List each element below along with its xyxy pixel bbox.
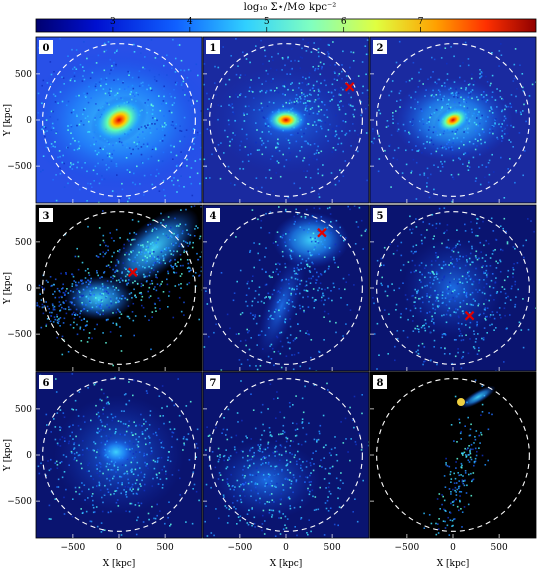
virial-radius-circle [376, 43, 530, 197]
panel-5: 5 [369, 204, 537, 372]
panel-label-box [373, 208, 387, 222]
panel-label: 5 [377, 211, 384, 222]
panel-label: 0 [43, 43, 50, 54]
panel-label-box [39, 208, 53, 222]
y-tick-label: 500 [15, 238, 32, 248]
virial-radius-circle [42, 43, 196, 197]
halo-marker-icon [344, 82, 355, 92]
x-tick-label: 0 [116, 543, 122, 553]
y-tick-label: 0 [26, 284, 32, 294]
y-tick-label: 500 [15, 70, 32, 80]
panel-label: 6 [43, 378, 50, 389]
halo-marker-icon [317, 227, 327, 238]
x-axis-label: X [kpc] [437, 559, 470, 569]
y-tick-label: 0 [26, 451, 32, 461]
y-tick-label: 0 [26, 116, 32, 126]
colorbar-tick-label: 5 [264, 17, 270, 27]
virial-radius-circle [42, 211, 196, 365]
y-tick-label: −500 [7, 330, 32, 340]
virial-radius-circle [209, 211, 363, 365]
virial-radius-circle [209, 43, 363, 197]
x-tick-label: 0 [283, 543, 289, 553]
panel-label-box [206, 208, 220, 222]
virial-radius-circle [209, 378, 363, 532]
x-tick-label: 0 [450, 543, 456, 553]
colorbar-tick-label: 6 [341, 17, 347, 27]
colorbar-ticks: 3 4 5 6 7 [110, 17, 424, 32]
x-tick-label: −500 [228, 543, 253, 553]
panel-label-box [39, 375, 53, 389]
panel-grid: 0 1 2 3 4 5 6 7 8 [35, 36, 537, 539]
panel-6: 6 [35, 371, 203, 539]
panel-label: 8 [377, 378, 384, 389]
panel-label-box [39, 40, 53, 54]
panel-label-box [206, 375, 220, 389]
panel-label-box [373, 375, 387, 389]
colorbar-tick-label: 3 [110, 17, 116, 27]
x-axis-label: X [kpc] [103, 559, 136, 569]
x-tick-label: −500 [61, 543, 86, 553]
panel-label: 4 [210, 211, 217, 222]
panel-2: 2 [369, 36, 537, 204]
x-tick-label: 500 [324, 543, 341, 553]
virial-radius-circle [376, 378, 530, 532]
y-axis-label: Y [kpc] [3, 104, 13, 137]
y-axis-label: Y [kpc] [3, 439, 13, 472]
panel-label: 7 [210, 378, 217, 389]
panel-background [370, 372, 536, 538]
halo-marker-icon [464, 310, 475, 321]
y-tick-label: 500 [15, 405, 32, 415]
y-axis-label: Y [kpc] [3, 272, 13, 305]
colorbar-tick-label: 7 [418, 17, 424, 27]
colorbar-label: log₁₀ Σ⋆/M⊙ kpc⁻² [244, 2, 337, 13]
panel-label-box [373, 40, 387, 54]
panel-1: 1 [202, 36, 370, 204]
panel-8: 8 [369, 371, 537, 539]
x-tick-label: 500 [491, 543, 508, 553]
panel-0: 0 [35, 36, 203, 204]
x-axis-label: X [kpc] [270, 559, 303, 569]
y-tick-label: −500 [7, 162, 32, 172]
panel-label: 2 [377, 43, 384, 54]
panel-label: 3 [43, 211, 50, 222]
virial-radius-circle [42, 378, 196, 532]
halo-marker-icon [128, 267, 138, 278]
panel-7: 7 [202, 371, 370, 539]
panel-4: 4 [202, 204, 370, 372]
panel-3: 3 [35, 204, 203, 372]
panel-label-box [206, 40, 220, 54]
x-tick-label: 500 [157, 543, 174, 553]
colorbar-tick-label: 4 [187, 17, 193, 27]
y-tick-label: −500 [7, 497, 32, 507]
x-tick-label: −500 [395, 543, 420, 553]
virial-radius-circle [376, 211, 530, 365]
panel-label: 1 [210, 43, 217, 54]
colorbar [35, 18, 537, 33]
